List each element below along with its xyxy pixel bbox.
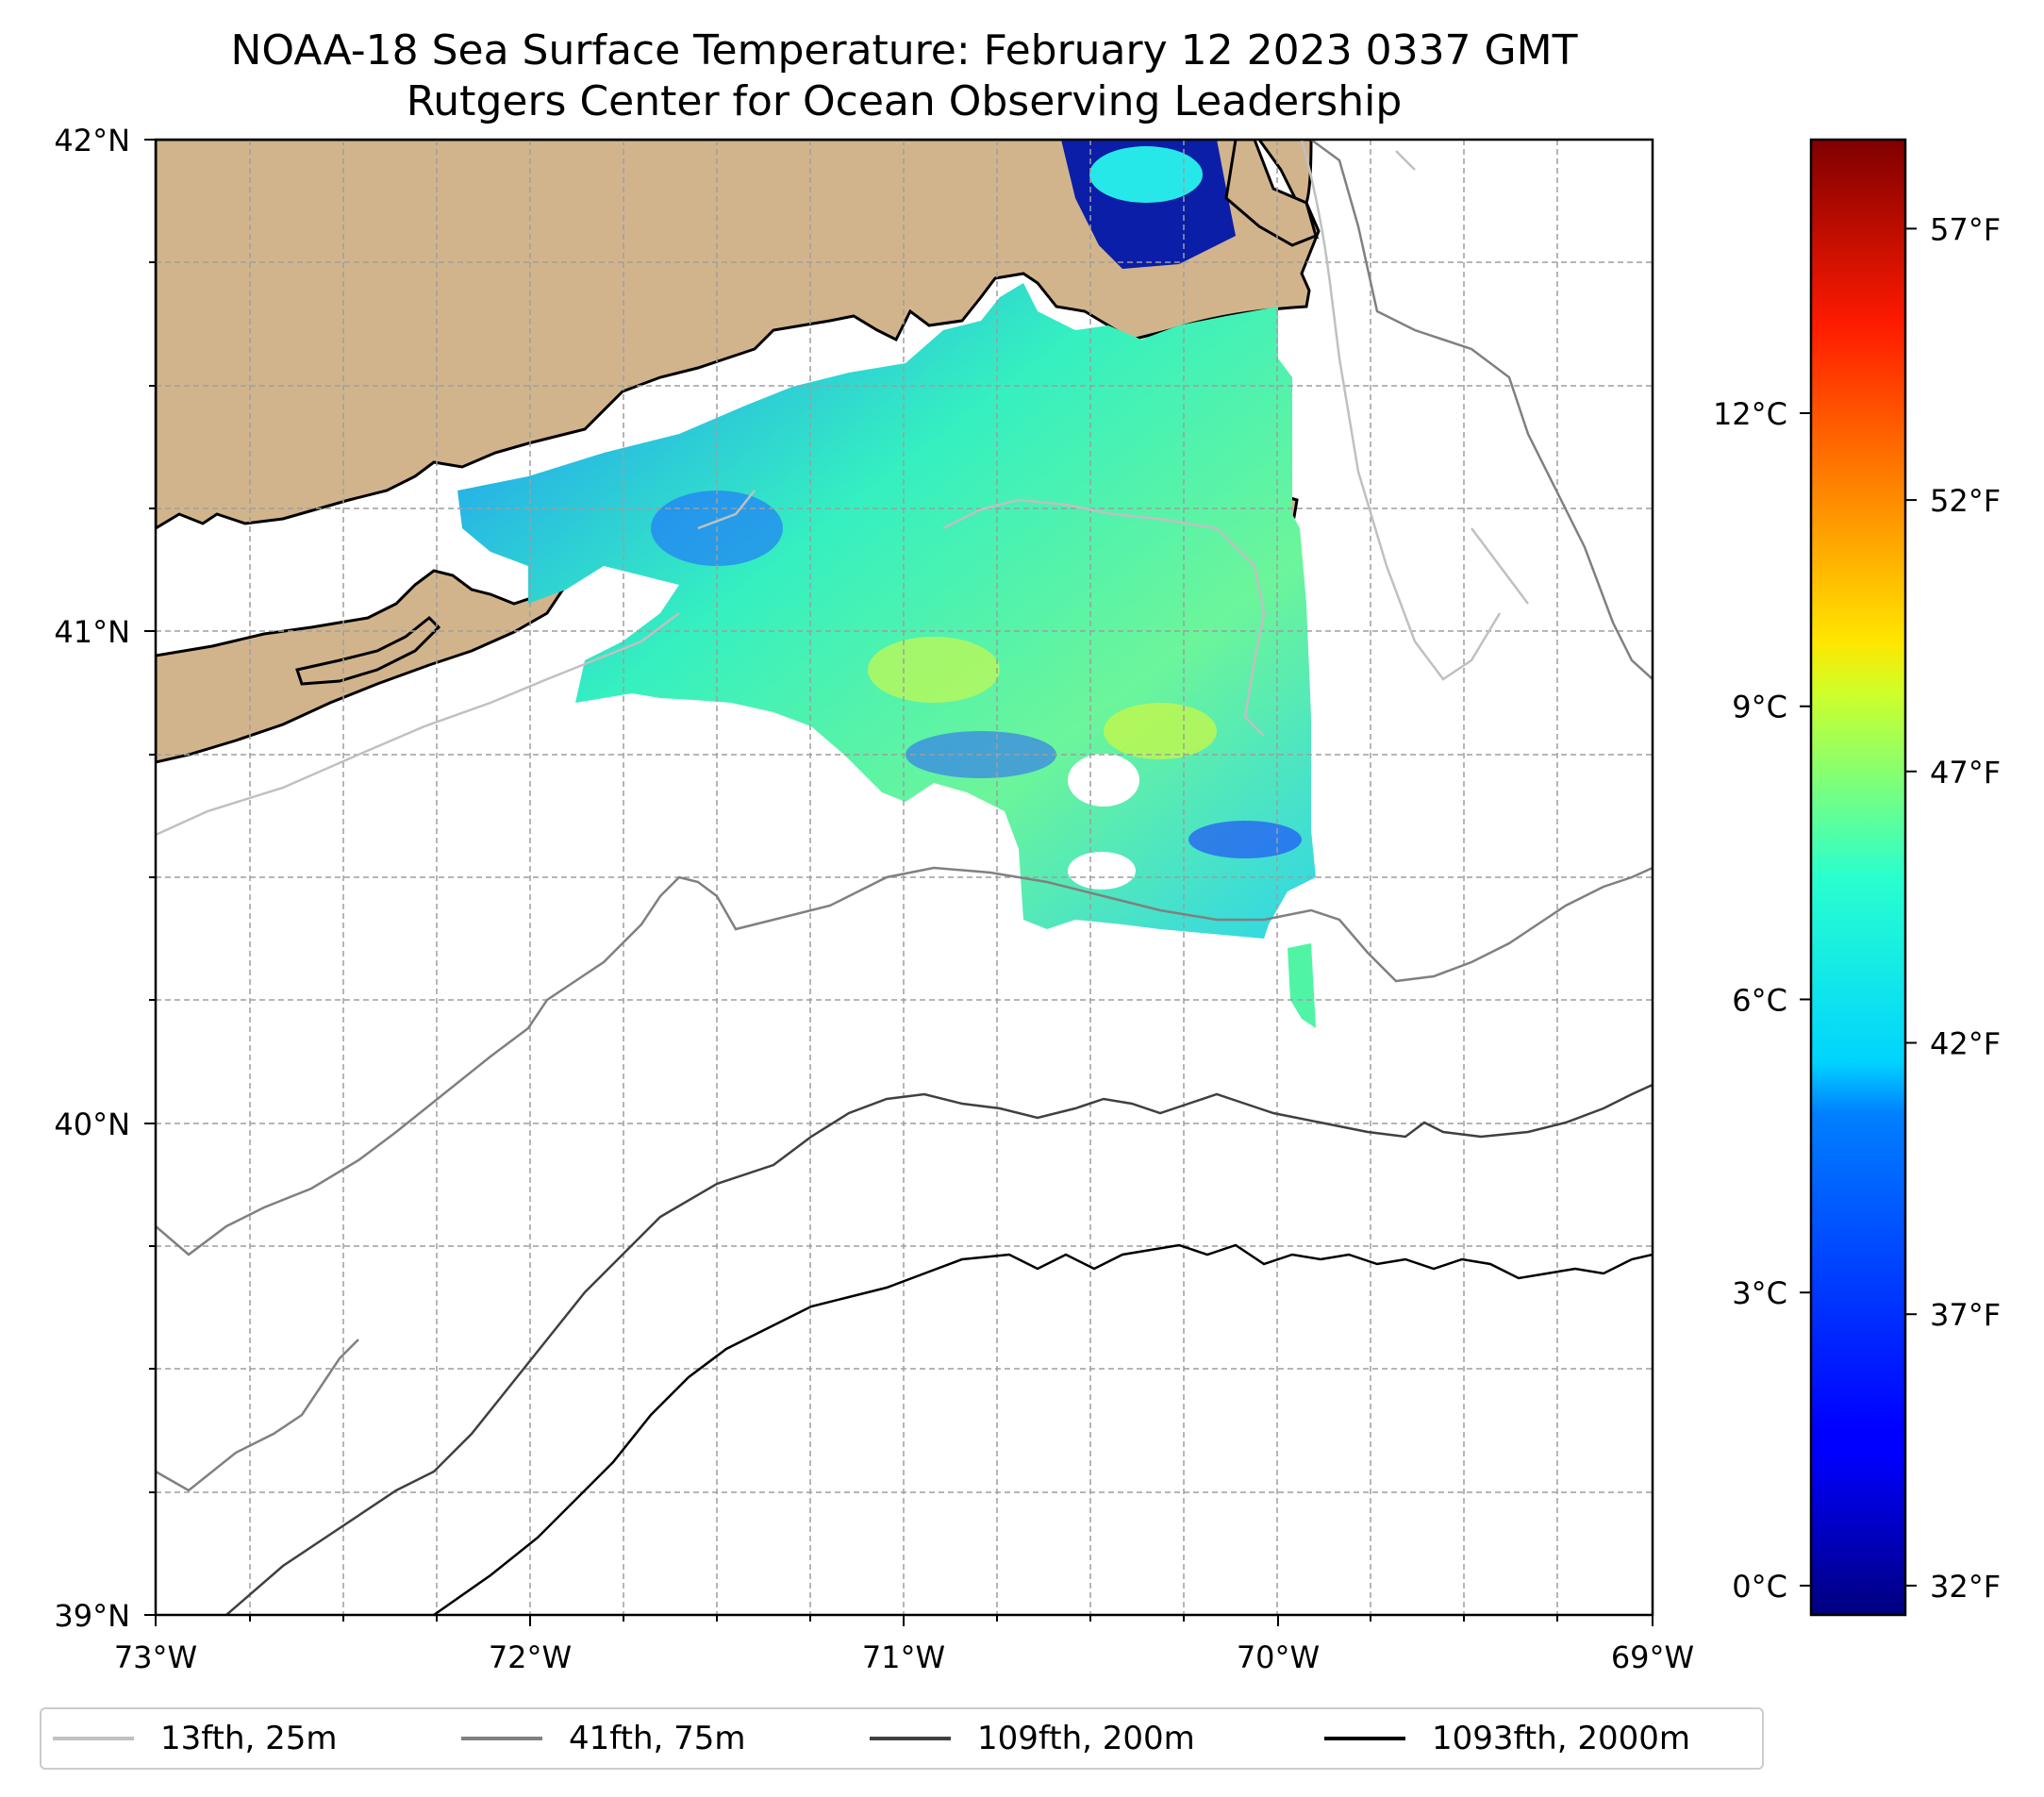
grid-lines	[156, 140, 1653, 1615]
land-cape-cod	[1224, 140, 1318, 247]
legend-label: 41fth, 75m	[569, 1720, 746, 1757]
y-tick-label: 41°N	[54, 614, 130, 650]
y-axis-ticks	[144, 139, 156, 1616]
contour-200m	[225, 1083, 1653, 1615]
legend-label: 13fth, 25m	[160, 1720, 338, 1757]
legend-item: 41fth, 75m	[461, 1709, 746, 1768]
colorbar-celsius-axis: 0°C 3°C 6°C 9°C 12°C	[1713, 396, 1811, 1605]
colorbar	[1809, 138, 1907, 1617]
sst-swath-fragment	[1288, 943, 1316, 1028]
y-tick-label: 42°N	[54, 123, 130, 158]
contour-legend: 13fth, 25m 41fth, 75m 109fth, 200m 1093f…	[40, 1707, 1764, 1770]
land-long-island-north-fork	[295, 615, 441, 686]
sst-warm-patch	[868, 637, 1000, 703]
legend-item: 13fth, 25m	[53, 1709, 338, 1768]
cloud-gap	[1068, 852, 1136, 890]
colorbar-fahrenheit-label: 47°F	[1930, 755, 2001, 790]
legend-swatch	[461, 1737, 542, 1740]
y-tick-label: 40°N	[54, 1106, 130, 1142]
contour-2000m	[433, 1243, 1653, 1615]
sst-warm-patch	[1104, 703, 1217, 759]
x-tick-label: 72°W	[489, 1639, 572, 1675]
contour-75m	[156, 140, 1653, 1492]
colorbar-celsius-label: 3°C	[1732, 1275, 1787, 1311]
map-title: NOAA-18 Sea Surface Temperature: Februar…	[230, 26, 1578, 75]
legend-label: 1093fth, 2000m	[1432, 1720, 1691, 1757]
x-axis-ticks	[155, 1615, 1653, 1626]
sst-cape-cod-bay-warm	[1089, 146, 1203, 203]
colorbar-celsius-label: 9°C	[1732, 690, 1787, 725]
legend-label: 109fth, 200m	[977, 1720, 1195, 1757]
colorbar-fahrenheit-label: 32°F	[1930, 1569, 2001, 1605]
sst-cool-patch	[1188, 821, 1302, 858]
cloud-gap	[1068, 754, 1139, 807]
colorbar-celsius-label: 0°C	[1732, 1569, 1787, 1605]
colorbar-fahrenheit-label: 37°F	[1930, 1297, 2001, 1333]
colorbar-fahrenheit-label: 52°F	[1930, 483, 2001, 519]
colorbar-fahrenheit-label: 57°F	[1930, 211, 2001, 247]
legend-swatch	[1324, 1737, 1405, 1740]
x-tick-label: 70°W	[1237, 1639, 1320, 1675]
colorbar-celsius-label: 6°C	[1732, 982, 1787, 1018]
x-tick-label: 71°W	[862, 1639, 945, 1675]
colorbar-fahrenheit-axis: 32°F 37°F 42°F 47°F 52°F 57°F	[1905, 211, 2001, 1605]
legend-item: 1093fth, 2000m	[1324, 1709, 1690, 1768]
legend-swatch	[53, 1737, 134, 1740]
contour-25m	[156, 140, 1529, 837]
x-tick-label: 73°W	[114, 1639, 197, 1675]
map-subtitle: Rutgers Center for Ocean Observing Leade…	[406, 77, 1403, 125]
legend-item: 109fth, 200m	[870, 1709, 1195, 1768]
colorbar-celsius-label: 12°C	[1713, 396, 1787, 432]
legend-swatch	[870, 1737, 951, 1740]
x-tick-label: 69°W	[1611, 1639, 1694, 1675]
colorbar-fahrenheit-label: 42°F	[1930, 1026, 2001, 1062]
y-tick-label: 39°N	[54, 1598, 130, 1634]
